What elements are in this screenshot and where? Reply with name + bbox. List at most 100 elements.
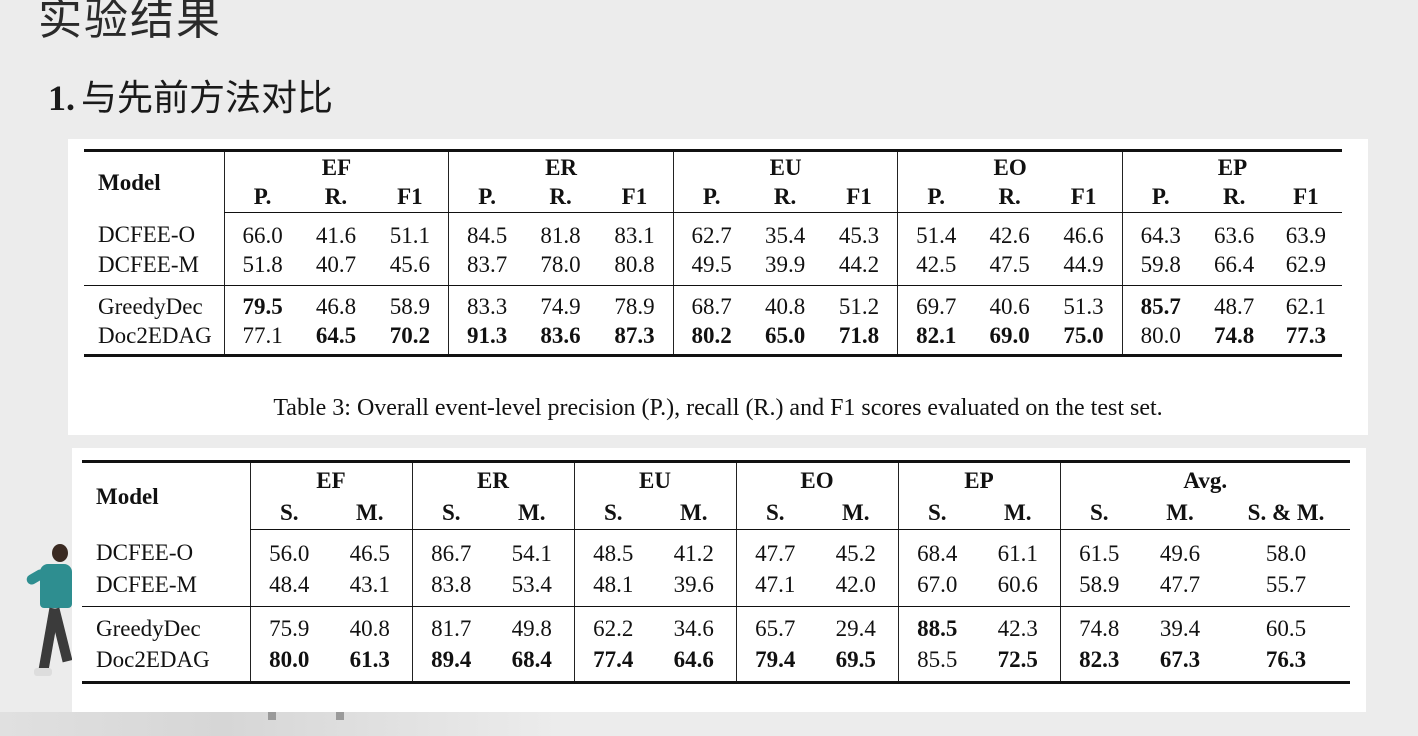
decor-mark xyxy=(336,712,344,720)
section-heading: 1. 与先前方法对比 xyxy=(48,74,333,123)
table-row: DCFEE-O 56.0 46.5 86.7 54.1 48.5 41.2 47… xyxy=(82,529,1350,569)
cell: 87.3 xyxy=(596,321,674,357)
cell: 62.1 xyxy=(1285,293,1326,319)
cell: 58.9 xyxy=(389,293,431,319)
cell: 44.2 xyxy=(820,250,898,286)
cell: 64.3 xyxy=(1121,212,1199,250)
group-header-ef: EF xyxy=(223,149,449,182)
subheader-f1: F1 xyxy=(596,182,674,213)
subheader-precision: P. xyxy=(448,182,525,213)
cell: 77.1 xyxy=(223,321,301,357)
subheader-single: S. xyxy=(897,497,976,530)
cell: 47.1 xyxy=(735,569,814,607)
cell: 63.9 xyxy=(1285,222,1326,248)
subheader-multi: M. xyxy=(490,497,574,530)
cell: 80.2 xyxy=(672,321,750,357)
cell: 40.8 xyxy=(349,615,390,641)
subheader-precision: P. xyxy=(1121,182,1199,213)
cell: 63.6 xyxy=(1214,222,1255,248)
subheader-recall: R. xyxy=(300,182,372,213)
cell: 68.7 xyxy=(672,285,750,321)
model-name: Doc2EDAG xyxy=(82,644,250,684)
cell: 48.7 xyxy=(1214,293,1255,319)
cell: 45.2 xyxy=(835,540,876,566)
cell: 89.4 xyxy=(411,644,490,684)
subheader-f1: F1 xyxy=(371,182,449,213)
cell: 74.8 xyxy=(1059,606,1138,644)
cell: 60.5 xyxy=(1265,615,1307,641)
cell: 45.6 xyxy=(371,250,449,286)
cell: 81.8 xyxy=(540,222,581,248)
table-row: GreedyDec 75.9 40.8 81.7 49.8 62.2 34.6 … xyxy=(82,606,1350,644)
cell: 68.4 xyxy=(897,529,976,569)
cell: 91.3 xyxy=(448,321,525,357)
group-header-avg: Avg. xyxy=(1059,460,1350,497)
cell: 39.4 xyxy=(1159,615,1201,641)
table-row: Doc2EDAG 80.0 61.3 89.4 68.4 77.4 64.6 7… xyxy=(82,644,1350,684)
group-header-er: ER xyxy=(448,149,674,182)
table-row: DCFEE-O 66.0 41.6 51.1 84.5 81.8 83.1 62… xyxy=(84,212,1342,250)
model-name: DCFEE-M xyxy=(82,569,250,607)
model-name: GreedyDec xyxy=(96,615,201,641)
cell: 88.5 xyxy=(897,606,976,644)
model-name: DCFEE-M xyxy=(84,250,225,286)
subheader-recall: R. xyxy=(1198,182,1270,213)
cell: 71.8 xyxy=(820,321,898,357)
table-row: DCFEE-M 51.8 40.7 45.6 83.7 78.0 80.8 49… xyxy=(84,250,1342,286)
cell: 54.1 xyxy=(511,540,552,566)
cell: 79.5 xyxy=(223,285,301,321)
cell: 51.3 xyxy=(1063,293,1104,319)
model-name: DCFEE-O xyxy=(98,222,196,248)
subheader-recall: R. xyxy=(524,182,597,213)
subheader-multi: M. xyxy=(814,497,898,530)
table-3-panel: Model EF ER EU EO EP P. R. F1 P. R. F1 P… xyxy=(68,139,1368,435)
group-header-eo: EO xyxy=(897,149,1123,182)
cell: 76.3 xyxy=(1222,644,1350,684)
cell: 56.0 xyxy=(249,529,328,569)
bottom-shadow xyxy=(0,712,560,736)
cell: 66.4 xyxy=(1198,250,1270,286)
cell: 61.5 xyxy=(1059,529,1138,569)
cell: 84.5 xyxy=(448,212,525,250)
cell: 68.4 xyxy=(490,644,574,684)
group-header-ep: EP xyxy=(897,460,1060,497)
cell: 48.5 xyxy=(573,529,652,569)
cell: 49.8 xyxy=(511,615,552,641)
cell: 61.1 xyxy=(997,540,1038,566)
cell: 67.3 xyxy=(1138,644,1222,684)
cell: 60.6 xyxy=(976,569,1060,607)
cell: 41.2 xyxy=(673,540,714,566)
cell: 65.0 xyxy=(749,321,821,357)
cell: 51.4 xyxy=(897,212,975,250)
cell: 81.7 xyxy=(411,606,490,644)
cell: 58.9 xyxy=(1059,569,1138,607)
subheader-multi: M. xyxy=(328,497,412,530)
group-header-ef: EF xyxy=(249,460,412,497)
subheader-single: S. xyxy=(573,497,652,530)
cell: 53.4 xyxy=(490,569,574,607)
cell: 80.0 xyxy=(249,644,328,684)
model-name: DCFEE-O xyxy=(96,540,194,566)
cell: 69.5 xyxy=(814,644,898,684)
subheader-single: S. xyxy=(249,497,328,530)
cell: 66.0 xyxy=(223,212,301,250)
cell: 69.7 xyxy=(897,285,975,321)
subheader-multi: M. xyxy=(652,497,736,530)
cell: 61.3 xyxy=(328,644,412,684)
cell: 45.3 xyxy=(838,222,880,248)
subheader-f1: F1 xyxy=(1045,182,1123,213)
group-header-eo: EO xyxy=(735,460,898,497)
subheader-single: S. xyxy=(411,497,490,530)
cell: 77.3 xyxy=(1269,321,1342,357)
cell: 51.8 xyxy=(223,250,301,286)
cell: 79.4 xyxy=(735,644,814,684)
cell: 62.7 xyxy=(672,212,750,250)
model-header: Model xyxy=(84,149,225,213)
cell: 83.8 xyxy=(411,569,490,607)
table-caption: Table 3: Overall event-level precision (… xyxy=(273,395,1163,421)
cell: 42.3 xyxy=(997,615,1038,641)
slide-title: 实验结果 xyxy=(38,0,222,45)
cell: 83.3 xyxy=(448,285,525,321)
table-row: DCFEE-M 48.4 43.1 83.8 53.4 48.1 39.6 47… xyxy=(82,569,1350,607)
subheader-f1: F1 xyxy=(820,182,898,213)
